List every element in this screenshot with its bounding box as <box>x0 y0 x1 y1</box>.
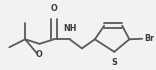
Text: Br: Br <box>144 34 154 43</box>
Text: O: O <box>35 50 42 59</box>
Text: NH: NH <box>64 24 77 33</box>
Text: O: O <box>51 4 57 13</box>
Text: S: S <box>111 58 117 67</box>
